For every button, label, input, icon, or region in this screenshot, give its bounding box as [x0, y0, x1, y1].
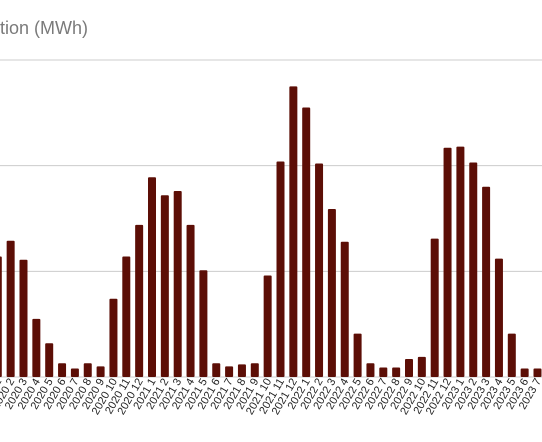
bar [199, 270, 208, 377]
bar [45, 343, 54, 377]
bar [520, 368, 529, 377]
bar [417, 356, 426, 377]
bar [494, 258, 503, 377]
bar [302, 107, 311, 378]
bar [109, 298, 118, 377]
bar [507, 333, 516, 377]
bar [340, 241, 349, 377]
bar [392, 367, 401, 377]
bar [135, 224, 144, 377]
bar-layer [0, 86, 542, 378]
bar [469, 162, 478, 377]
bar [148, 177, 156, 377]
bar [533, 368, 542, 377]
bar [405, 359, 413, 377]
bar [19, 259, 28, 377]
bar [366, 363, 375, 377]
bar [96, 366, 105, 377]
bar [430, 238, 439, 377]
bar [443, 147, 452, 377]
bar [482, 186, 491, 377]
bar [212, 363, 221, 377]
bar [160, 195, 169, 377]
bar [250, 363, 259, 377]
bar [276, 161, 285, 377]
bar [379, 367, 388, 377]
bar [122, 256, 131, 377]
bar [263, 275, 272, 377]
bar [353, 333, 362, 377]
bar [237, 364, 246, 377]
bar [225, 366, 234, 377]
bar [289, 86, 298, 378]
bar [315, 163, 324, 377]
bar [83, 363, 92, 377]
bar [186, 224, 195, 377]
bar [6, 240, 15, 377]
bar [327, 208, 336, 377]
bar [456, 146, 465, 377]
bar [58, 363, 67, 377]
bar [32, 318, 41, 377]
bar [0, 256, 2, 377]
chart-title: tion (MWh) [0, 18, 89, 38]
bar [173, 191, 182, 377]
bar [70, 368, 79, 377]
